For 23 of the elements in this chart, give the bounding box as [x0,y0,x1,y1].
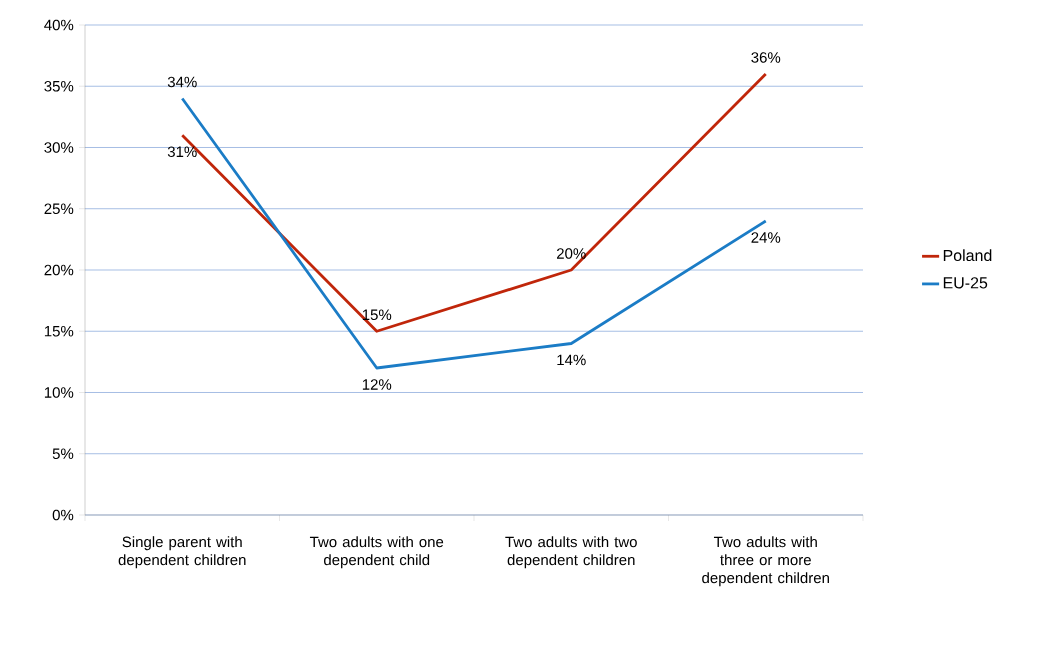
data-label: 15% [362,309,392,321]
y-tick-label: 40% [44,19,74,31]
y-tick-label: 35% [44,80,74,92]
y-tick-label: 20% [44,264,74,276]
x-tick-label: Two adults with two dependent children [505,536,637,569]
y-tick-label: 5% [52,448,74,460]
data-label: 34% [167,76,197,88]
data-label: 20% [557,248,586,259]
data-label: 24% [751,232,781,243]
y-tick-label: 15% [44,325,74,337]
data-label: 14% [557,354,586,366]
x-tick-label: Two adults with one dependent child [309,536,444,569]
legend-label: Poland [943,249,992,262]
y-tick-label: 25% [44,203,74,215]
data-label: 31% [167,146,197,158]
data-label: 36% [751,52,781,63]
y-tick-label: 10% [44,387,74,398]
y-tick-label: 30% [44,142,74,153]
y-tick-label: 0% [52,509,74,521]
x-tick-label: Single parent with dependent children [118,536,246,569]
legend-label: EU-25 [943,277,988,289]
x-tick-label: Two adults with three or more dependent children [702,536,829,587]
data-label: 12% [362,379,392,390]
